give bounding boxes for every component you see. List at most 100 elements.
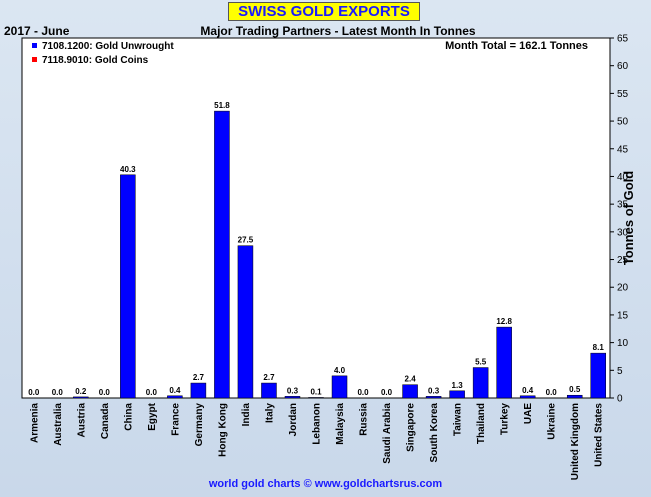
x-tick-label: Russia — [359, 403, 370, 436]
x-tick-label: Germany — [194, 403, 205, 447]
value-label: 0.0 — [99, 388, 111, 397]
bar — [449, 390, 465, 399]
x-tick-label: South Korea — [429, 403, 440, 463]
legend: 7108.1200: Gold Unwrought 7118.9010: Gol… — [32, 41, 174, 66]
value-label: 2.4 — [405, 375, 417, 384]
y-axis: 0 5 10 15 20 25 30 35 40 45 50 55 60 65 — [610, 34, 629, 405]
x-tick-label: Ukraine — [547, 403, 558, 440]
x-tick-label: Lebanon — [312, 403, 323, 445]
bar — [237, 245, 254, 399]
y-tick-label: 0 — [617, 394, 623, 405]
plot-area — [21, 37, 611, 399]
value-label: 0.0 — [381, 388, 393, 397]
x-tick-label: UAE — [523, 403, 534, 424]
x-tick-label: Malaysia — [335, 403, 346, 445]
x-tick-label: Singapore — [406, 403, 417, 452]
x-tick-label: Turkey — [500, 403, 511, 435]
y-tick-label: 55 — [617, 89, 629, 100]
chart-subtitle: Major Trading Partners - Latest Month In… — [200, 24, 475, 38]
x-tick-label: Australia — [53, 403, 64, 446]
x-tick-label: United States — [594, 403, 605, 467]
value-label: 0.1 — [310, 387, 322, 396]
x-tick-label: India — [241, 403, 252, 427]
x-tick-label: Italy — [264, 403, 275, 423]
bar — [519, 395, 536, 399]
value-label: 0.0 — [357, 388, 369, 397]
bar — [590, 352, 606, 399]
x-tick-label: Saudi Arabia — [382, 403, 393, 464]
y-tick-label: 30 — [617, 227, 629, 238]
bar — [496, 326, 512, 399]
bar — [472, 367, 489, 399]
value-label: 4.0 — [334, 366, 346, 375]
legend-label-coins: 7118.9010: Gold Coins — [42, 55, 149, 66]
y-tick-label: 20 — [617, 283, 629, 294]
x-tick-label: Hong Kong — [217, 403, 228, 457]
title-box: SWISS GOLD EXPORTS — [228, 2, 420, 21]
value-label: 2.7 — [193, 373, 205, 382]
value-label: 12.8 — [496, 317, 512, 326]
bar — [167, 395, 183, 399]
x-tick-label: Armenia — [29, 403, 40, 443]
value-label: 0.0 — [546, 388, 558, 397]
bar — [190, 382, 207, 399]
y-axis-label: Tonnes of Gold — [621, 171, 636, 265]
y-tick-label: 5 — [617, 366, 623, 377]
legend-label-unwrought: 7108.1200: Gold Unwrought — [42, 41, 174, 52]
value-label: 0.2 — [75, 387, 87, 396]
x-tick-label: Egypt — [147, 402, 158, 430]
value-label: 0.4 — [169, 386, 181, 395]
x-tick-label: Taiwan — [453, 403, 464, 436]
y-tick-label: 50 — [617, 117, 629, 128]
y-tick-label: 35 — [617, 200, 629, 211]
x-tick-label: Canada — [100, 403, 111, 440]
period-label: 2017 - June — [4, 24, 70, 38]
x-tick-label: China — [123, 403, 134, 431]
y-tick-label: 25 — [617, 255, 629, 266]
value-label: 5.5 — [475, 358, 487, 367]
value-label: 0.3 — [428, 386, 440, 395]
x-tick-label: United Kingdom — [570, 403, 581, 480]
value-label: 1.3 — [452, 381, 464, 390]
value-label: 27.5 — [238, 236, 254, 245]
value-label: 0.0 — [28, 388, 40, 397]
value-label: 0.3 — [287, 386, 299, 395]
bar — [402, 384, 418, 399]
value-labels: 0.0 0.0 0.2 0.0 40.3 0.0 0.4 2.7 51.8 27.5 2.7 0.3 0… — [28, 101, 604, 397]
value-label: 0.4 — [522, 386, 534, 395]
bar — [308, 397, 324, 399]
bar — [425, 396, 442, 399]
y-tick-label: 45 — [617, 144, 629, 155]
bars — [73, 110, 606, 399]
value-label: 0.0 — [146, 388, 158, 397]
value-label: 2.7 — [263, 373, 275, 382]
footer-credit: world gold charts © www.goldchartsrus.co… — [208, 478, 443, 490]
y-tick-label: 40 — [617, 172, 629, 183]
x-tick-label: France — [170, 403, 181, 436]
chart-title: SWISS GOLD EXPORTS — [238, 3, 410, 20]
bar — [261, 382, 277, 399]
value-label: 8.1 — [593, 343, 605, 352]
bar — [284, 396, 301, 399]
bar — [214, 110, 230, 399]
value-label: 40.3 — [120, 165, 136, 174]
bar — [73, 396, 89, 399]
value-label: 0.0 — [52, 388, 64, 397]
x-tick-label: Jordan — [288, 403, 299, 436]
value-label: 51.8 — [214, 101, 230, 110]
bar — [331, 375, 348, 399]
month-total-label: Month Total = 162.1 Tonnes — [445, 40, 588, 52]
value-label: 0.5 — [569, 385, 581, 394]
x-axis-labels: Armenia Australia Austria Canada China Egypt F… — [29, 402, 604, 480]
legend-swatch-unwrought — [32, 43, 37, 48]
y-tick-label: 15 — [617, 310, 629, 321]
legend-swatch-coins — [32, 57, 37, 62]
bar — [120, 174, 136, 399]
x-tick-label: Austria — [76, 403, 87, 438]
y-tick-label: 65 — [617, 34, 629, 45]
y-tick-label: 10 — [617, 338, 629, 349]
y-tick-label: 60 — [617, 61, 629, 72]
bar — [566, 394, 583, 399]
